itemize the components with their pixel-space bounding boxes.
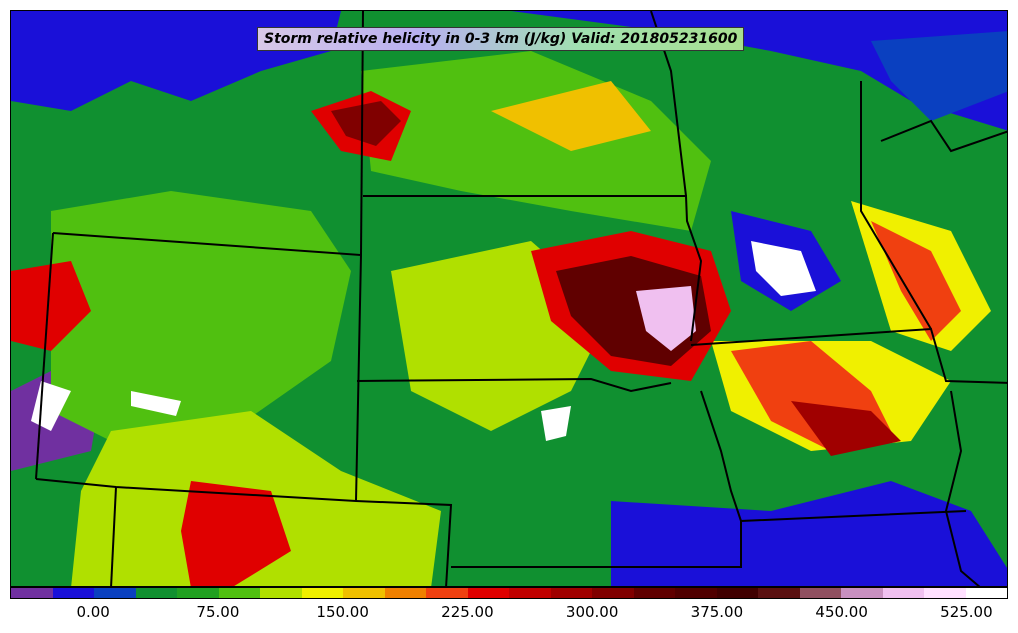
colorbar-segment — [633, 588, 675, 598]
colorbar-segment — [384, 588, 426, 598]
colorbar-segment — [177, 588, 219, 598]
colorbar-tick-label: 375.00 — [690, 603, 744, 621]
helicity-map: Storm relative helicity in 0-3 km (J/kg)… — [10, 10, 1008, 587]
boundary-arizona-nm — [110, 486, 117, 586]
colorbar-segment — [716, 588, 758, 598]
red-region-south — [181, 481, 291, 586]
colorbar-segment — [841, 588, 883, 598]
colorbar-segment — [11, 588, 53, 598]
map-title: Storm relative helicity in 0-3 km (J/kg)… — [257, 27, 745, 51]
boundary-nebraska-kansas — [356, 377, 672, 393]
boundary-wyoming-nebraska — [360, 11, 364, 256]
orange-band-north — [491, 81, 651, 151]
boundary-oklahoma-missouri — [451, 510, 967, 568]
state-boundaries — [35, 11, 1007, 586]
boundary-south-dakota — [363, 195, 703, 342]
colorbar-tick-label: 525.00 — [940, 603, 993, 621]
colorbar-segment — [592, 588, 634, 598]
colorbar — [10, 587, 1008, 599]
colorbar-segment — [218, 588, 260, 598]
boundary-new-mexico-oklahoma — [35, 478, 453, 586]
boundary-wisconsin — [860, 81, 932, 330]
boundary-illinois — [944, 390, 981, 586]
colorbar-ticks: 0.00 75.00 150.00 225.00 300.00 375.00 450.00 5… — [10, 603, 1008, 623]
white-spot-central — [541, 406, 571, 441]
colorbar-segment — [550, 588, 592, 598]
maroon-band-southeast — [791, 401, 901, 456]
red-region-west — [11, 261, 91, 351]
pink-core-central — [636, 286, 696, 351]
colorbar-segment — [675, 588, 717, 598]
colorbar-segment — [343, 588, 385, 598]
colorbar-tick-label: 0.00 — [76, 603, 110, 621]
blue-region-north — [871, 31, 1007, 121]
colorbar-segment — [135, 588, 177, 598]
colorbar-segment — [52, 588, 94, 598]
colorbar-segment — [426, 588, 468, 598]
white-spot-east — [751, 241, 816, 296]
colorbar-segment — [758, 588, 800, 598]
maroon-core-north — [331, 101, 401, 146]
colorbar-segment — [965, 588, 1007, 598]
boundary-utah — [35, 232, 54, 480]
colorbar-tick-label: 150.00 — [316, 603, 369, 621]
boundary-michigan — [880, 119, 1007, 153]
colorbar-tick-label: 450.00 — [815, 603, 868, 621]
blue-region-southeast — [611, 481, 1007, 586]
colorbar-tick-label: 225.00 — [441, 603, 494, 621]
colorbar-segment — [799, 588, 841, 598]
colorbar-tick-label: 75.00 — [196, 603, 240, 621]
lime-region-west — [51, 191, 351, 451]
colorbar-segment — [924, 588, 966, 598]
colorbar-segment — [509, 588, 551, 598]
map-canvas — [11, 11, 1007, 586]
boundary-iowa-north — [690, 327, 1007, 384]
red-band-east — [871, 221, 961, 341]
white-spot-southwest — [131, 391, 181, 416]
lime-region-central — [361, 51, 711, 231]
boundary-missouri-river — [700, 390, 742, 522]
colorbar-segment — [467, 588, 509, 598]
colorbar-segment — [260, 588, 302, 598]
colorbar-segment — [301, 588, 343, 598]
colorbar-tick-label: 300.00 — [565, 603, 619, 621]
colorbar-segment — [94, 588, 136, 598]
colorbar-segment — [882, 588, 924, 598]
